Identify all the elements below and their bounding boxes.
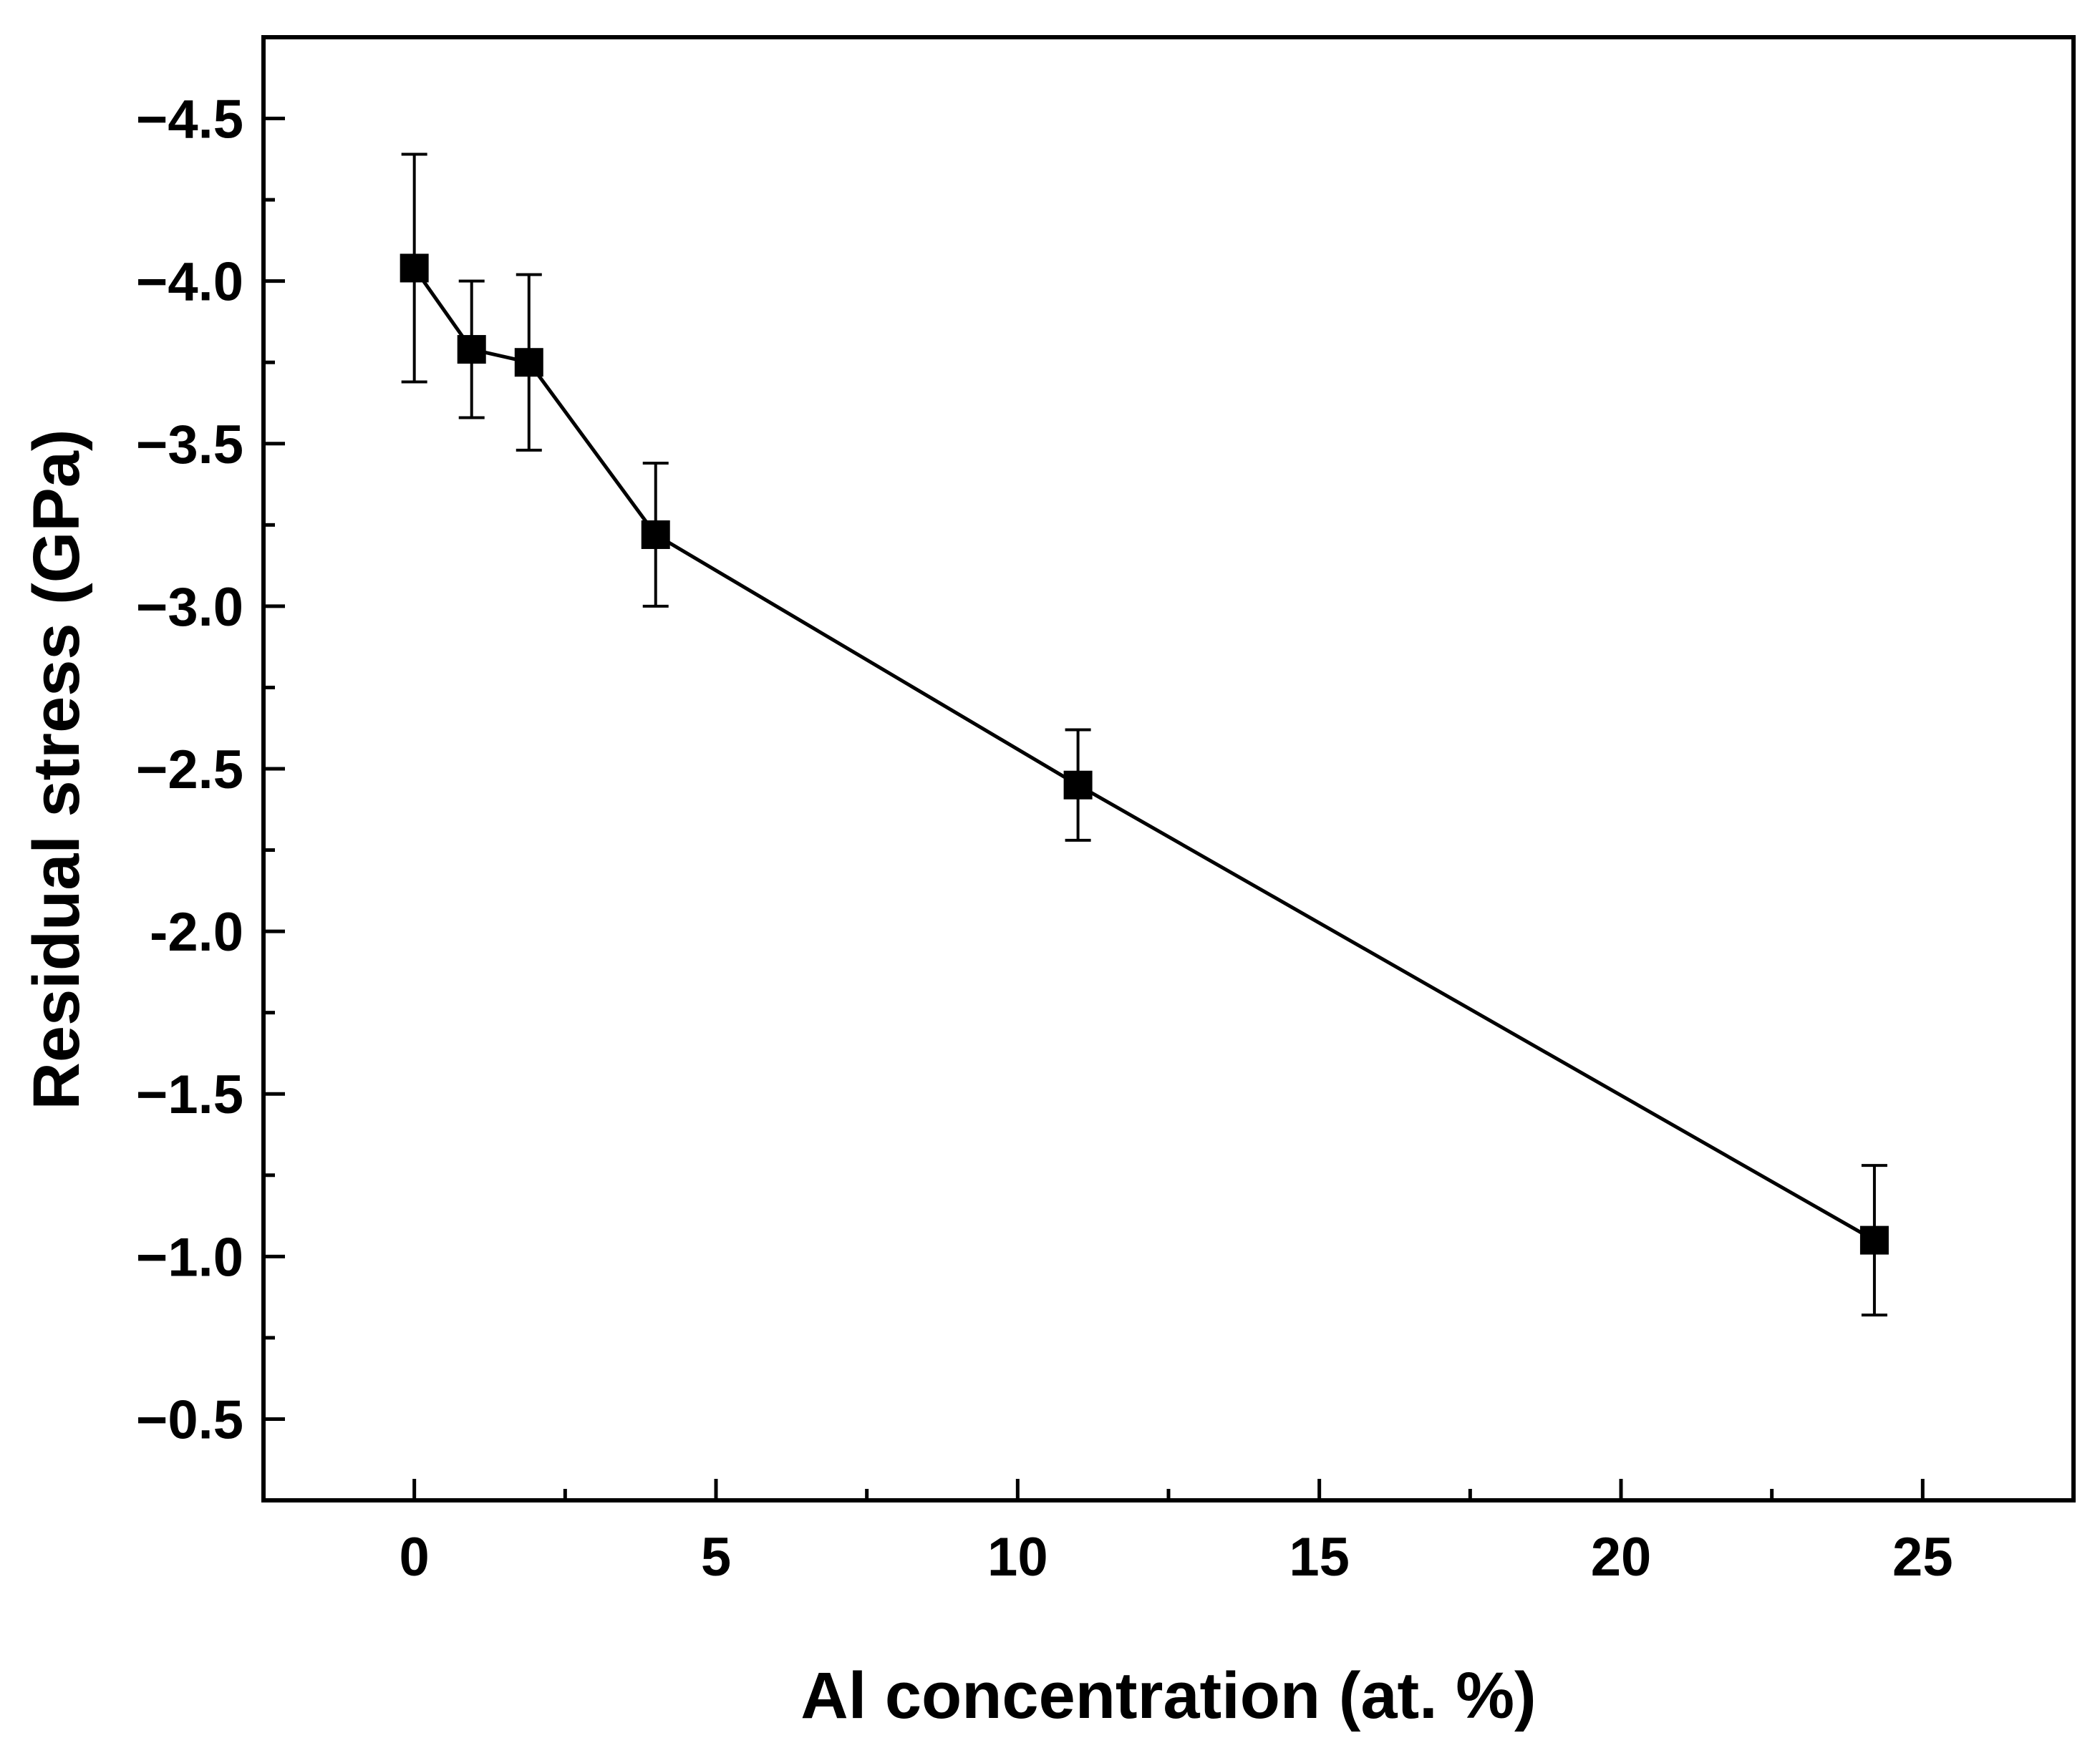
y-tick-label: −1.0: [136, 1227, 243, 1288]
data-point-marker: [1063, 770, 1093, 800]
x-tick-label: 0: [400, 1527, 430, 1588]
y-tick-label: −4.5: [136, 89, 243, 150]
data-point-marker: [641, 520, 670, 549]
data-point-marker: [514, 348, 543, 377]
y-tick-label: −3.0: [136, 577, 243, 638]
y-tick-label: −4.0: [136, 252, 243, 313]
y-tick-label: −1.5: [136, 1064, 243, 1125]
data-point-marker: [400, 253, 429, 283]
x-tick-label: 5: [701, 1527, 731, 1588]
y-axis-title: Residual stress (GPa): [20, 429, 93, 1110]
y-axis-ticks: −4.5 −4.0 −3.5 −3.0 −2.5 -2.0 −1.5 −1.0 −0.5: [136, 89, 285, 1450]
y-tick-label: -2.0: [150, 902, 243, 963]
x-tick-label: 20: [1591, 1527, 1652, 1588]
y-tick-label: −3.5: [136, 414, 243, 475]
data-point-marker: [1859, 1225, 1889, 1255]
x-tick-label: 25: [1892, 1527, 1953, 1588]
y-tick-label: −0.5: [136, 1389, 243, 1450]
x-axis-title: Al concentration (at. %): [800, 1659, 1536, 1732]
x-tick-label: 15: [1289, 1527, 1350, 1588]
series-line: [412, 267, 1876, 1242]
y-tick-label: −2.5: [136, 739, 243, 800]
x-tick-label: 10: [987, 1527, 1048, 1588]
data-point-marker: [457, 335, 486, 364]
plot-frame: [261, 35, 2076, 1502]
series-layer: [400, 152, 1889, 1317]
x-axis-ticks: 0 5 10 15 20 25: [400, 1479, 1953, 1588]
